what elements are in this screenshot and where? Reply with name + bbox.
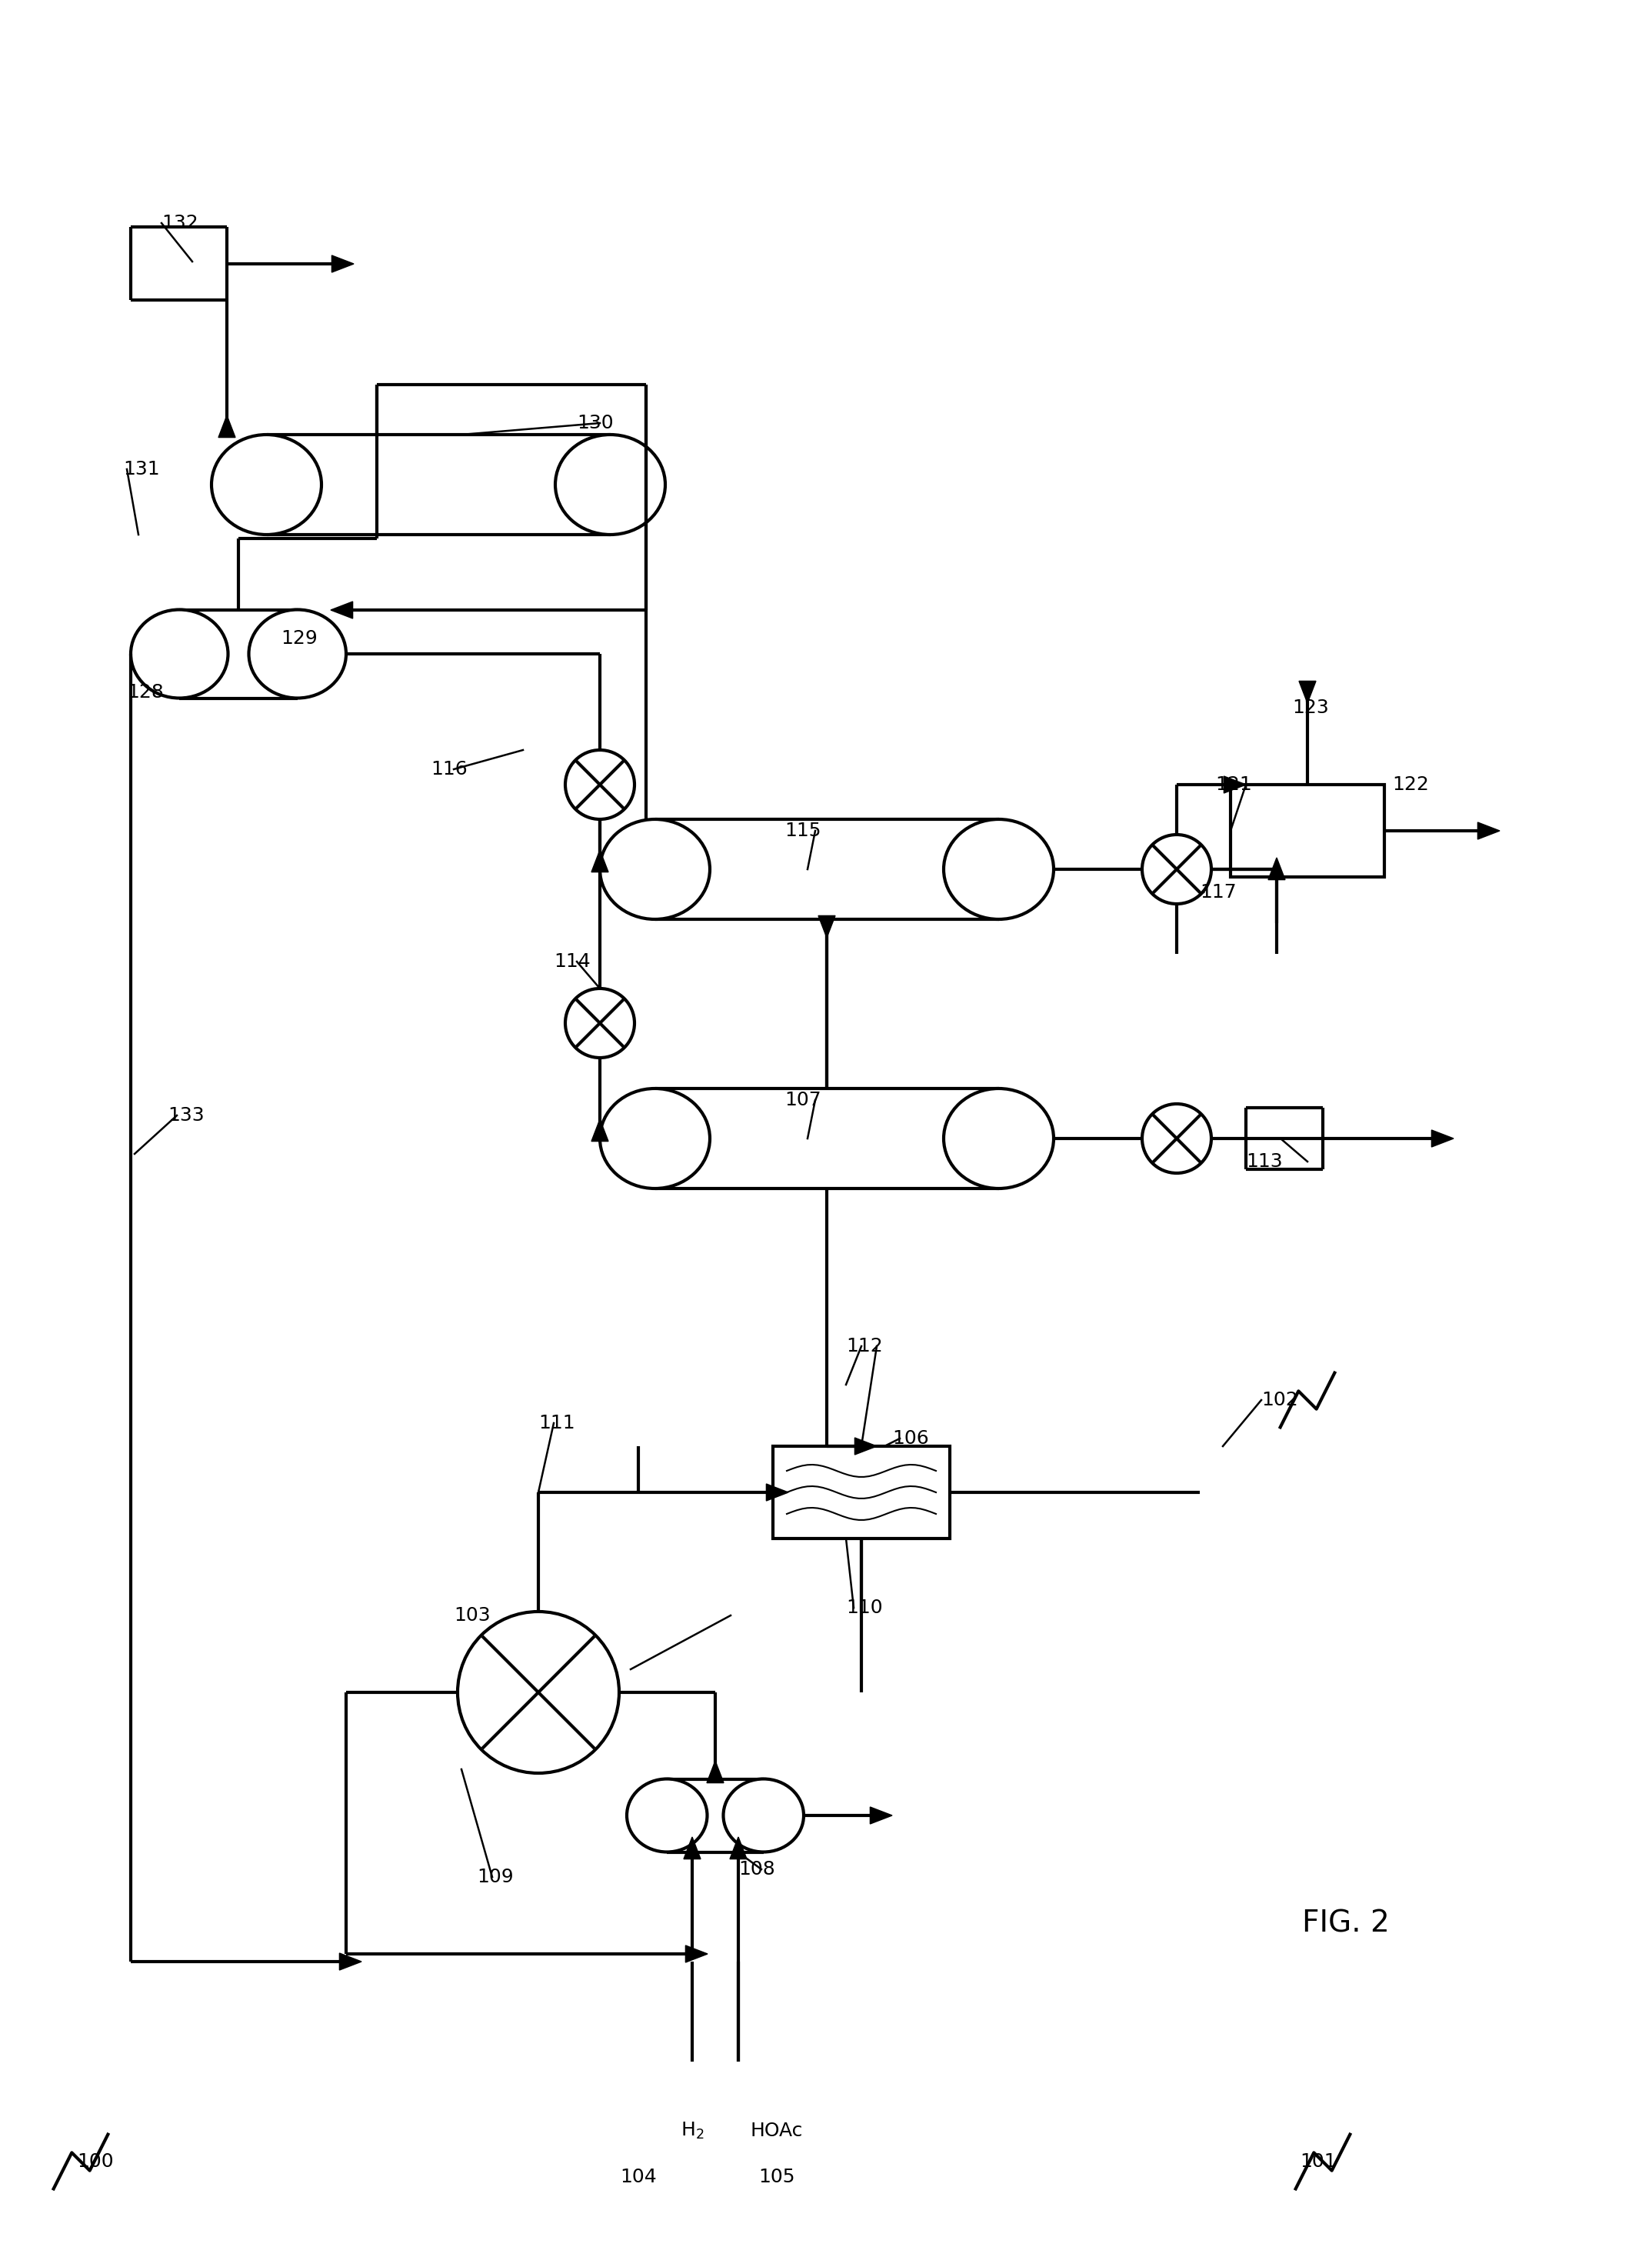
Ellipse shape <box>600 819 710 919</box>
Polygon shape <box>767 1483 788 1501</box>
Polygon shape <box>218 415 235 438</box>
Polygon shape <box>854 1438 877 1456</box>
Bar <box>773 1447 950 1539</box>
Bar <box>667 1779 763 1853</box>
Circle shape <box>1142 1104 1211 1174</box>
Ellipse shape <box>131 609 228 697</box>
Text: 113: 113 <box>1246 1153 1282 1171</box>
Bar <box>180 609 297 697</box>
Bar <box>1231 785 1384 878</box>
Text: 110: 110 <box>846 1598 882 1616</box>
Polygon shape <box>1479 822 1500 840</box>
Ellipse shape <box>943 1088 1054 1189</box>
Polygon shape <box>707 1760 724 1783</box>
Polygon shape <box>818 916 836 937</box>
Polygon shape <box>684 1837 700 1860</box>
Bar <box>266 436 610 535</box>
Ellipse shape <box>943 819 1054 919</box>
Circle shape <box>565 989 634 1059</box>
Text: 105: 105 <box>758 2167 795 2187</box>
Polygon shape <box>591 851 608 871</box>
Text: HOAc: HOAc <box>750 2122 803 2140</box>
Text: 129: 129 <box>281 630 317 648</box>
Ellipse shape <box>626 1779 707 1853</box>
Polygon shape <box>339 1952 362 1970</box>
Text: 100: 100 <box>78 2153 114 2171</box>
Ellipse shape <box>724 1779 803 1853</box>
Text: 121: 121 <box>1216 776 1252 794</box>
Polygon shape <box>332 255 354 273</box>
Text: 128: 128 <box>127 684 164 702</box>
Circle shape <box>565 749 634 819</box>
Text: 101: 101 <box>1300 2153 1336 2171</box>
Polygon shape <box>1432 1131 1454 1147</box>
Polygon shape <box>1224 776 1246 792</box>
Text: 130: 130 <box>577 413 613 433</box>
Text: 132: 132 <box>162 214 198 232</box>
Ellipse shape <box>600 1088 710 1189</box>
Text: 106: 106 <box>892 1429 928 1447</box>
Text: 131: 131 <box>122 460 160 478</box>
Text: H$_2$: H$_2$ <box>681 2122 704 2142</box>
Text: 117: 117 <box>1199 882 1236 901</box>
Polygon shape <box>730 1837 747 1860</box>
Polygon shape <box>686 1946 707 1961</box>
Bar <box>654 819 999 919</box>
Text: 109: 109 <box>477 1869 514 1887</box>
Circle shape <box>458 1611 620 1774</box>
Circle shape <box>1142 835 1211 903</box>
Text: 116: 116 <box>431 761 468 779</box>
Polygon shape <box>330 603 354 618</box>
Polygon shape <box>591 1119 608 1142</box>
Text: 108: 108 <box>738 1860 775 1878</box>
Polygon shape <box>1298 682 1317 704</box>
Text: 103: 103 <box>454 1607 491 1625</box>
Bar <box>654 1088 999 1189</box>
Text: 114: 114 <box>553 952 590 971</box>
Ellipse shape <box>211 436 322 535</box>
Text: 115: 115 <box>785 822 821 840</box>
Text: 104: 104 <box>620 2167 657 2187</box>
Text: 111: 111 <box>539 1413 575 1433</box>
Text: 107: 107 <box>785 1090 821 1108</box>
Polygon shape <box>1269 858 1285 880</box>
Text: 102: 102 <box>1262 1390 1298 1408</box>
Text: 122: 122 <box>1393 776 1429 794</box>
Text: 123: 123 <box>1292 697 1328 718</box>
Text: 133: 133 <box>167 1106 205 1124</box>
Ellipse shape <box>249 609 345 697</box>
Polygon shape <box>871 1808 892 1824</box>
Ellipse shape <box>555 436 666 535</box>
Text: 112: 112 <box>846 1336 882 1356</box>
Text: FIG. 2: FIG. 2 <box>1302 1909 1389 1939</box>
